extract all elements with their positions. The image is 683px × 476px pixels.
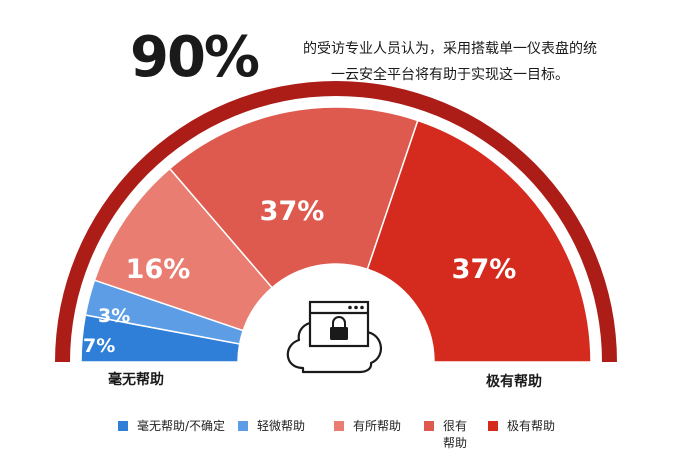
legend-item-4: 很有帮助 bbox=[424, 418, 471, 452]
axis-right-label: 极有帮助 bbox=[486, 373, 542, 390]
slice-label-5: 37% bbox=[452, 254, 517, 285]
slice-label-1: 7% bbox=[83, 335, 115, 357]
headline-text-line-2: 一云安全平台将有助于实现这一目标。 bbox=[331, 67, 569, 83]
slice-5 bbox=[366, 119, 592, 363]
cloud-lock-browser-icon bbox=[286, 300, 382, 374]
legend-swatch bbox=[238, 421, 248, 431]
legend-swatch bbox=[334, 421, 344, 431]
headline-stat: 90% bbox=[130, 25, 260, 90]
slice-4 bbox=[168, 106, 419, 289]
slice-label-4: 37% bbox=[260, 196, 325, 227]
slices-layer bbox=[80, 106, 592, 363]
legend-item-5: 极有帮助 bbox=[488, 418, 555, 435]
legend-label: 很有帮助 bbox=[443, 419, 468, 450]
slice-label-2: 3% bbox=[98, 305, 130, 327]
headline: 90% 的受访专业人员认为，采用搭载单一仪表盘的统 一云安全平台将有助于实现这一… bbox=[130, 22, 630, 94]
legend-item-3: 有所帮助 bbox=[334, 418, 401, 435]
legend-label: 有所帮助 bbox=[353, 419, 402, 433]
headline-text: 的受访专业人员认为，采用搭载单一仪表盘的统 一云安全平台将有助于实现这一目标。 bbox=[270, 36, 630, 88]
legend-label: 轻微帮助 bbox=[257, 419, 306, 433]
axis-left-label: 毫无帮助 bbox=[108, 371, 164, 388]
slice-label-3: 16% bbox=[126, 254, 191, 285]
legend: 毫无帮助/不确定 轻微帮助 有所帮助 很有帮助 极有帮助 bbox=[118, 418, 598, 468]
legend-item-2: 轻微帮助 bbox=[238, 418, 305, 435]
headline-text-line-1: 的受访专业人员认为，采用搭载单一仪表盘的统 bbox=[303, 41, 597, 57]
legend-item-1: 毫无帮助/不确定 bbox=[118, 418, 225, 435]
legend-label: 毫无帮助/不确定 bbox=[137, 419, 226, 433]
legend-label: 极有帮助 bbox=[507, 419, 556, 433]
legend-swatch bbox=[118, 421, 128, 431]
value-labels-layer: 7% 3% 16% 37% 37% bbox=[83, 196, 516, 357]
legend-swatch bbox=[424, 421, 434, 431]
legend-swatch bbox=[488, 421, 498, 431]
